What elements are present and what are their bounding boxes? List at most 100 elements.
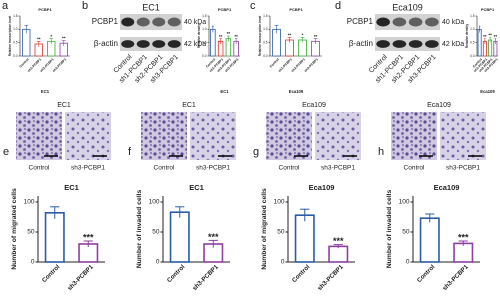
x-tick-label: sh3-PCBP1 [191, 263, 220, 292]
blot-band [167, 40, 181, 48]
y-tick-label: 50 [27, 229, 35, 236]
significance: ** [488, 33, 492, 38]
panel-letter: c [250, 0, 256, 12]
micrograph-label: Control [154, 165, 176, 172]
significance: *** [333, 236, 344, 246]
micrograph-label: sh3-PCBP1 [196, 165, 230, 172]
significance: * [50, 34, 52, 39]
blot-band [121, 17, 135, 27]
y-tick-label: 50 [402, 229, 410, 236]
blot-band [152, 40, 166, 48]
significance: ** [483, 34, 487, 39]
x-axis-label: EC1 [41, 89, 50, 94]
chart-title: Eca109 [309, 183, 335, 192]
y-tick-label: 0.5 [470, 41, 475, 45]
x-axis-label: Eca109 [480, 89, 495, 94]
x-tick-label: Control [291, 263, 312, 284]
y-tick-label: 100 [274, 199, 285, 206]
panel-letter: f [128, 146, 132, 158]
blot-title: EC1 [142, 2, 160, 12]
y-tick-label: 1.0 [470, 27, 475, 31]
micrograph-label: sh3-PCBP1 [446, 165, 480, 172]
x-tick-label: sh3-PCBP1 [441, 263, 470, 292]
significance: ** [494, 34, 498, 39]
y-tick-label: 50 [152, 229, 160, 236]
y-tick-label: 100 [149, 199, 160, 206]
band-size: 42 kDa [184, 41, 206, 48]
micrograph-title: EC1 [182, 102, 196, 109]
panel-letter: e [3, 146, 9, 158]
bar [328, 245, 349, 263]
bar [477, 28, 482, 57]
bar [294, 214, 315, 263]
micrograph-label: Control [404, 165, 426, 172]
band-size: 40 kDa [442, 19, 464, 26]
blot-band [376, 17, 390, 27]
chart-title: PCBP1 [218, 7, 232, 12]
x-tick-label: Control [18, 57, 29, 68]
micrograph [65, 112, 111, 160]
panel-letter: d [335, 0, 341, 12]
band-name: PCBP1 [347, 17, 374, 26]
y-tick-label: 1.5 [13, 14, 18, 18]
band-size: 42 kDa [442, 41, 464, 48]
y-tick-label: 100 [24, 199, 35, 206]
significance: ** [37, 37, 41, 42]
significance: *** [208, 232, 219, 242]
micrograph [315, 112, 361, 160]
panel-letter: b [82, 0, 88, 12]
blot-band [392, 17, 407, 27]
x-tick-label: Control [205, 57, 216, 68]
blot-band [152, 17, 166, 27]
x-tick-label: sh3-PCBP1 [66, 263, 95, 292]
panel-letter: g [253, 146, 259, 158]
significance: * [302, 33, 304, 38]
micrograph [391, 112, 437, 160]
x-tick-label: Control [166, 263, 187, 284]
significance: ** [234, 34, 238, 39]
x-tick-label: Control [472, 57, 483, 68]
x-tick-label: sh3-PCBP1 [303, 57, 319, 73]
micrograph-label: sh3-PCBP1 [71, 165, 105, 172]
significance: *** [458, 232, 469, 242]
micrograph-label: sh3-PCBP1 [321, 165, 355, 172]
x-axis-label: Eca109 [289, 89, 304, 94]
chart-title: Eca109 [434, 183, 460, 192]
significance: *** [83, 232, 94, 242]
micrograph [16, 112, 62, 160]
y-axis-label: Number of invaded cells [386, 189, 393, 268]
blot-band [167, 17, 181, 27]
y-tick-label: 1.0 [202, 27, 207, 31]
chart-title: EC1 [189, 183, 204, 192]
y-tick-label: 1.5 [202, 14, 207, 18]
blot-strip [375, 14, 440, 30]
panel-letter: a [2, 0, 9, 12]
micrograph [190, 112, 236, 160]
y-tick-label: 0.0 [202, 54, 207, 58]
y-axis-label: Relative transcription level [8, 16, 12, 57]
y-tick-label: 1.5 [470, 14, 475, 18]
band-size: 40 kDa [184, 19, 206, 26]
x-tick-label: sh3-PCBP1 [316, 263, 345, 292]
y-tick-label: 0 [31, 259, 35, 266]
y-tick-label: 0.0 [263, 54, 268, 58]
y-tick-label: 0.5 [263, 41, 268, 45]
x-tick-label: sh3-PCBP1 [52, 57, 68, 73]
y-tick-label: 1.0 [263, 27, 268, 31]
x-tick-label: Control [269, 57, 280, 68]
blot-band [136, 17, 150, 27]
blot-strip [120, 14, 182, 30]
micrograph-label: Control [29, 165, 51, 172]
y-axis-label: Number of migrated cells [261, 188, 268, 270]
chart-title: EC1 [64, 183, 79, 192]
y-tick-label: 0.5 [202, 41, 207, 45]
chart-title: PCBP1 [289, 7, 303, 12]
x-axis-label: EC1 [220, 89, 229, 94]
y-axis-label: Relative density [197, 24, 201, 48]
micrograph [440, 112, 486, 160]
y-tick-label: 1.5 [263, 14, 268, 18]
blot-band [136, 40, 150, 48]
micrograph [141, 112, 187, 160]
chart-title: PCBP1 [38, 7, 52, 12]
blot-band [376, 40, 390, 48]
